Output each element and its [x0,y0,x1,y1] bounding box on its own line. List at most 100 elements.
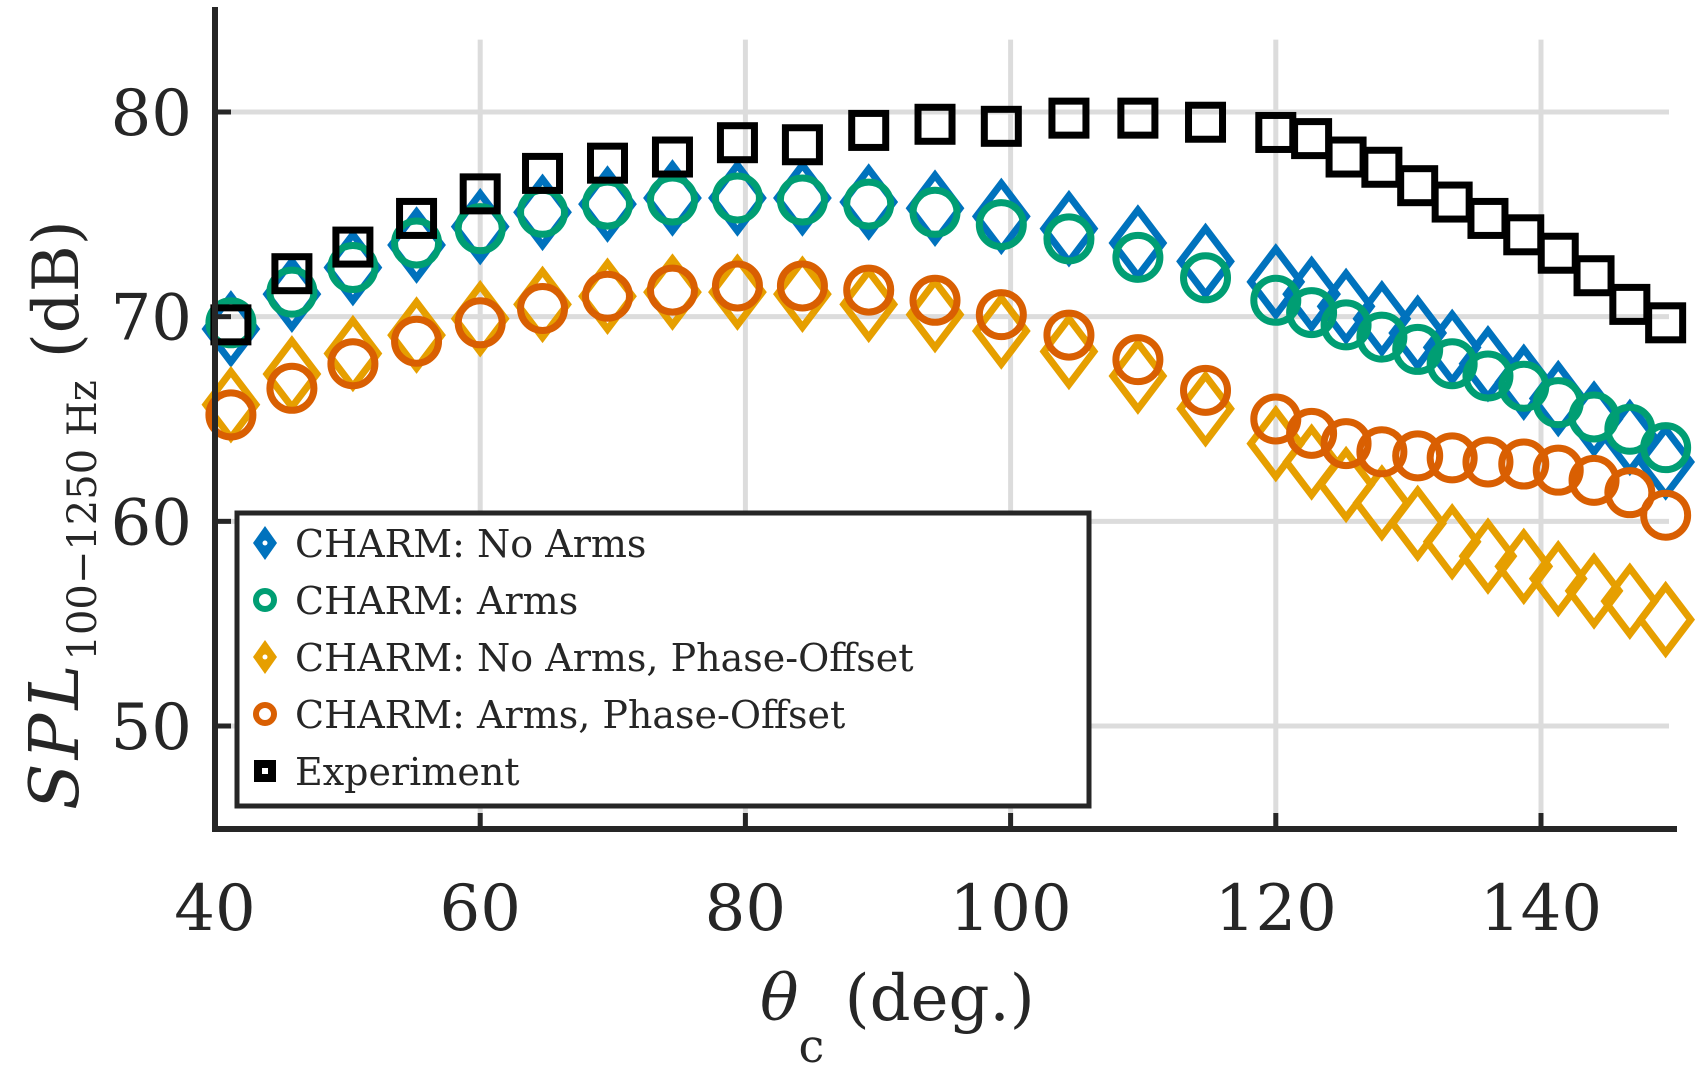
ticks [212,109,1544,829]
series-3 [205,260,1692,541]
legend-marker-shape [253,702,277,726]
legend-label: CHARM: Arms [295,579,578,623]
series-1 [205,172,1692,474]
legend-circle-icon [253,588,277,612]
data-point-square [914,103,956,145]
data-point-circle [1604,467,1656,519]
data-point-circle [1532,444,1584,496]
data-point-square [586,142,628,184]
data-point-square [271,253,313,295]
data-point-circle [1320,299,1372,351]
data-point-square [1431,181,1473,223]
data-point-square [1573,255,1615,297]
x-tick-label: 100 [950,872,1072,946]
data-point-square [522,152,564,194]
x-axis-label-unit: (deg.) [824,962,1034,1036]
legend-circle-icon [253,702,277,726]
y-axis-label-unit: (dB) [20,220,94,358]
data-point-circle [1426,432,1478,484]
data-point-circle [776,174,828,226]
legend-item: Experiment [254,750,520,794]
legend-item: CHARM: No Arms [253,522,646,566]
y-tick-label: 80 [111,77,192,151]
data-point-circle [1250,274,1302,326]
data-point-circle [391,217,443,269]
data-point-square [651,136,693,178]
data-point-diamond [1316,445,1376,524]
data-point-diamond [1176,369,1235,448]
data-point-diamond [1176,222,1235,301]
data-point-diamond [1458,517,1518,595]
data-point-circle [1640,489,1692,541]
data-point-circle [1320,418,1372,470]
y-tick-label: 60 [111,486,192,560]
data-point-diamond [905,275,965,354]
data-point-circle [1043,309,1095,361]
data-point-circle [1568,391,1620,443]
data-point-diamond [1388,484,1448,563]
x-tick-label: 140 [1480,872,1602,946]
y-axis-label: SPL100−1250 Hz (dB) [16,220,106,810]
data-point-circle [581,178,633,230]
x-axis-label-symbol: θ [760,962,799,1036]
data-point-circle [1356,426,1408,478]
data-point-square [1503,214,1545,256]
data-point-circle [646,264,698,316]
legend-label: Experiment [295,750,520,794]
data-point-square [1467,197,1509,239]
data-point-diamond [1108,337,1168,415]
data-point-circle [1392,430,1444,482]
data-point-circle [1043,213,1095,265]
data-point-diamond [708,253,767,331]
data-point-square [781,124,823,166]
legend-item: CHARM: Arms, Phase-Offset [253,693,845,737]
data-point-circle [909,274,961,326]
data-point-diamond [1282,255,1341,333]
data-point-circle [517,282,569,334]
data-point-square [1645,302,1687,344]
data-point-circle [1180,252,1232,304]
data-point-circle [1286,407,1338,459]
data-point-circle [843,264,895,316]
legend-box [234,510,1092,809]
data-point-diamond [1494,527,1554,606]
legend-marker-hole [262,768,268,774]
data-point-circle [1462,436,1514,488]
data-point-circle [1112,334,1164,386]
data-point-circle [327,338,379,390]
data-point-circle [711,260,763,312]
data-point-diamond [1352,279,1412,358]
data-point-square [1048,97,1090,139]
y-axis-label-subscript: 100−1250 Hz [60,380,106,660]
data-point-square [332,226,374,268]
data-point-diamond [839,265,899,344]
legend-label: CHARM: No Arms [295,522,646,566]
data-point-square [1397,165,1439,207]
axes [212,7,1677,832]
legend-item: CHARM: Arms [253,579,578,623]
y-axis-label-symbol: SPL [16,661,95,811]
data-point-diamond [1564,552,1624,630]
x-axis-label-subscript: c [799,1019,825,1072]
data-point-circle [711,172,763,224]
data-point-circle [1640,422,1692,474]
data-point-diamond [773,255,832,333]
x-axis-label: θc (deg.) [760,962,1035,1072]
data-point-square [848,109,890,151]
data-point-square [1361,146,1403,188]
data-point-square [1291,118,1333,160]
data-point-square [396,197,438,239]
data-point-diamond [1636,580,1696,659]
data-point-diamond [1422,503,1482,581]
data-point-circle [1180,364,1232,416]
legend-diamond-icon [253,526,277,560]
legend-label: CHARM: No Arms, Phase-Offset [295,636,914,680]
legend-marker-shape [253,588,277,612]
data-point-circle [975,199,1027,251]
data-point-circle [1426,338,1478,390]
y-tick-label: 50 [111,691,192,765]
data-point-circle [1568,454,1620,506]
data-point-circle [776,260,828,312]
data-point-circle [454,203,506,255]
